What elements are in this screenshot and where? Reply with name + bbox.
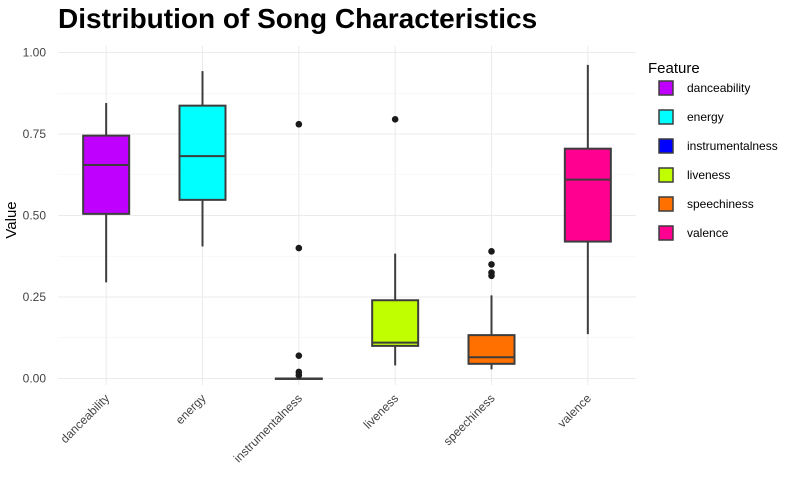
outlier-point: [295, 371, 303, 379]
outlier-point: [391, 116, 399, 123]
box-speechiness: [467, 248, 516, 370]
outlier-point: [295, 352, 303, 359]
box-energy: [178, 71, 227, 247]
box-rect: [371, 299, 420, 347]
box-rect: [563, 147, 612, 243]
outlier-point: [295, 120, 303, 128]
box-danceability: [82, 103, 131, 283]
legend-swatch-energy: [658, 109, 674, 125]
x-tick-label: danceability: [58, 391, 113, 446]
box-rect: [82, 134, 131, 215]
box-instrumentalness: [274, 120, 323, 380]
legend-swatch-valence: [658, 225, 674, 241]
box-rect: [467, 334, 516, 365]
x-tick-label: energy: [173, 391, 209, 427]
legend-swatch-speechiness: [658, 196, 674, 212]
legend-swatch-liveness: [658, 167, 674, 183]
y-ticks: 0.00 0.25 0.50 0.75 1.00: [23, 46, 47, 386]
y-tick-label: 1.00: [23, 46, 47, 60]
outlier-point: [488, 248, 495, 255]
y-tick-label: 0.25: [23, 290, 47, 304]
x-tick-label: speechiness: [441, 391, 498, 448]
x-tick-label: liveness: [361, 391, 402, 432]
legend-label-liveness: liveness: [687, 168, 730, 182]
x-ticks: danceability energy instrumentalness livene…: [58, 391, 595, 465]
legend-swatch-danceability: [658, 80, 674, 96]
box-valence: [563, 64, 612, 335]
legend-label-energy: energy: [687, 110, 724, 124]
outlier-point: [295, 244, 303, 252]
y-tick-label: 0.50: [23, 209, 47, 223]
x-tick-label: valence: [555, 391, 594, 430]
outlier-point: [488, 261, 495, 268]
legend-label-instrumentalness: instrumentalness: [687, 139, 778, 153]
box-liveness: [371, 116, 420, 366]
legend-label-valence: valence: [687, 226, 729, 240]
y-axis-title: Value: [3, 201, 20, 238]
legend-swatch-instrumentalness: [658, 138, 674, 154]
y-tick-label: 0.00: [23, 371, 47, 385]
legend-label-speechiness: speechiness: [687, 197, 754, 211]
outlier-point: [488, 272, 495, 280]
boxes: [82, 64, 612, 380]
box-rect: [178, 104, 227, 201]
legend-label-danceability: danceability: [687, 81, 750, 95]
y-tick-label: 0.75: [23, 127, 47, 141]
chart-title: Distribution of Song Characteristics: [58, 3, 537, 34]
x-tick-label: instrumentalness: [231, 391, 305, 465]
legend-title: Feature: [648, 60, 700, 77]
legend: Feature danceability energy instrumentalne…: [648, 60, 778, 241]
grid: [58, 46, 636, 385]
